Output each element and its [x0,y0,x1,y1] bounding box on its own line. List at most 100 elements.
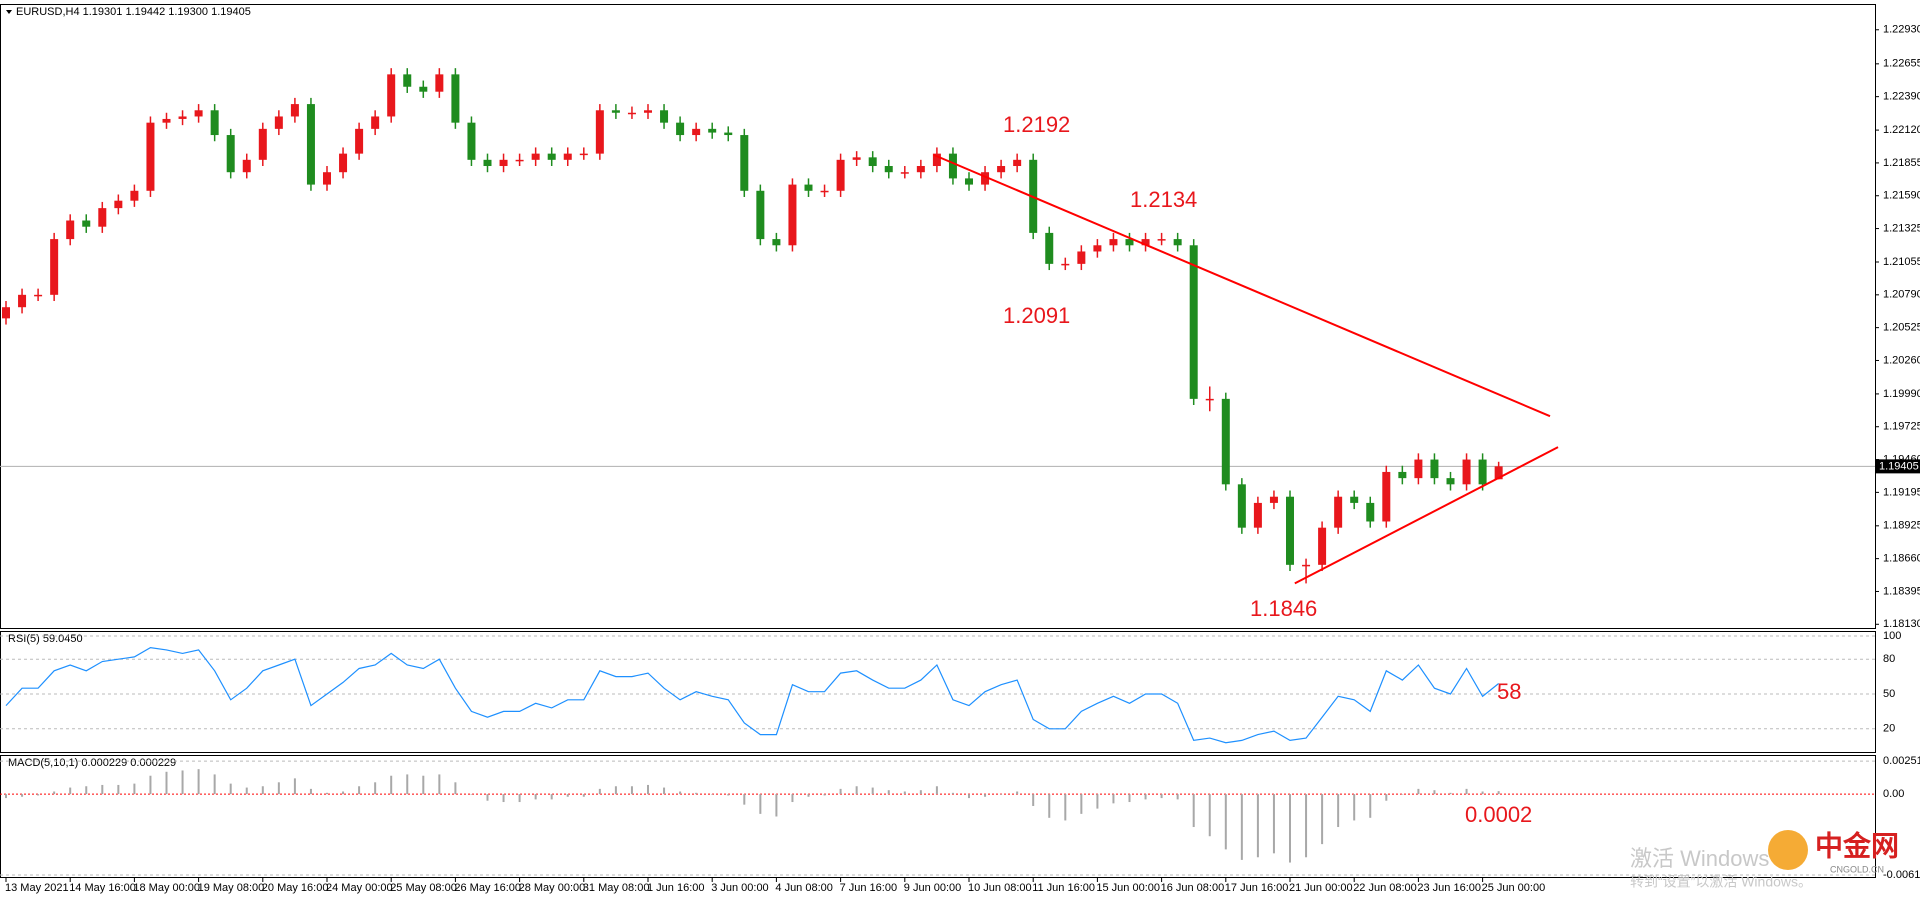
candle-body [130,190,139,201]
watermark-title: 激活 Windows [1630,846,1769,871]
candle-body [499,159,508,167]
candle-body [451,74,460,123]
histogram-bar [1481,791,1484,795]
y-tick-label: 1.19195 [1883,486,1920,498]
histogram-bar [1192,794,1195,828]
candle-body [339,153,348,173]
candle-body [371,116,380,129]
histogram-bar [342,791,345,795]
rsi-pane [0,631,1876,753]
histogram-bar [1256,794,1259,858]
rsi-title: RSI(5) 59.0450 [8,633,83,645]
x-tick-label: 11 Jun 16:00 [1032,882,1095,894]
candle-body [1253,502,1262,528]
candle-body [1286,496,1294,565]
y-tick-label: 20 [1883,723,1895,735]
histogram-bar [582,794,585,797]
histogram-bar [695,792,698,795]
candle-body [226,135,235,173]
histogram-bar [711,794,714,795]
candle-body [627,112,636,115]
histogram-bar [1208,794,1211,837]
y-tick-label: 1.20260 [1883,354,1920,366]
histogram-bar [1417,788,1420,795]
candle-body [483,159,492,167]
x-tick-label: 31 May 08:00 [583,882,650,894]
candle-body [531,153,540,160]
candle-body [836,159,845,191]
chart-header: EURUSD,H4 1.19301 1.19442 1.19300 1.1940… [16,6,251,18]
candle-body [1478,459,1487,485]
histogram-bar [839,788,842,795]
main-pane [0,4,1876,629]
histogram-bar [1016,791,1019,795]
candle-body [1350,496,1359,503]
candle-body [692,128,701,136]
histogram-bar [374,782,377,795]
indicator-annotation: 0.0002 [1465,802,1532,827]
candle-body [772,239,781,246]
histogram-bar [149,775,152,795]
y-tick-label: 1.18660 [1883,553,1920,565]
histogram-bar [293,778,296,795]
x-tick-label: 21 Jun 00:00 [1289,882,1353,894]
candle-body [740,135,749,191]
histogram-bar [406,774,409,795]
x-tick-label: 7 Jun 16:00 [840,882,898,894]
histogram-bar [422,775,425,795]
candle-body [1302,564,1311,567]
histogram-bar [502,794,505,803]
histogram-bar [807,794,810,797]
candle-body [114,200,123,209]
logo-icon [1768,830,1808,870]
histogram-bar [823,794,826,796]
candle-body [1414,459,1423,479]
histogram-bar [1048,794,1051,818]
histogram-bar [245,787,248,795]
candle-body [1205,398,1214,401]
candle-body [948,153,957,179]
histogram-bar [390,775,393,795]
y-tick-label: 100 [1883,630,1901,642]
candle-body [981,172,990,185]
candle-body [563,153,572,160]
x-tick-label: 14 May 16:00 [69,882,136,894]
histogram-bar [1449,792,1452,795]
candle-body [1366,502,1375,522]
x-tick-label: 16 Jun 08:00 [1161,882,1225,894]
histogram-bar [1289,794,1291,863]
histogram-bar [213,774,216,795]
candle-body [146,122,155,191]
candle-body [1013,159,1022,167]
histogram-bar [1240,794,1243,860]
histogram-bar [968,794,970,799]
histogram-bar [550,794,553,800]
x-tick-label: 20 May 16:00 [262,882,329,894]
histogram-bar [1176,794,1179,800]
candle-body [965,178,973,185]
histogram-bar [358,786,361,795]
candle-body [467,122,476,160]
histogram-bar [326,792,328,795]
candle-body [708,128,717,133]
macd-pane [0,755,1876,878]
candle-body [306,104,315,185]
candle-body [18,294,27,308]
candle-body [66,220,75,240]
histogram-bar [69,787,72,795]
histogram-bar [1224,794,1227,850]
candle-body [932,153,941,167]
x-tick-label: 26 May 16:00 [454,882,521,894]
watermark-text: 转到“设置”以激活 Windows。 [1630,874,1812,890]
histogram-bar [1385,794,1388,801]
candle-body [804,184,813,191]
y-tick-label: 1.19990 [1883,388,1920,400]
histogram-bar [197,769,200,795]
histogram-bar [871,787,874,795]
candle-body [1189,245,1198,399]
current-price-label: 1.19405 [1879,460,1919,472]
y-tick-label: 1.20525 [1883,322,1920,334]
y-tick-label: 0.00 [1883,788,1904,800]
candle-body [997,166,1006,173]
